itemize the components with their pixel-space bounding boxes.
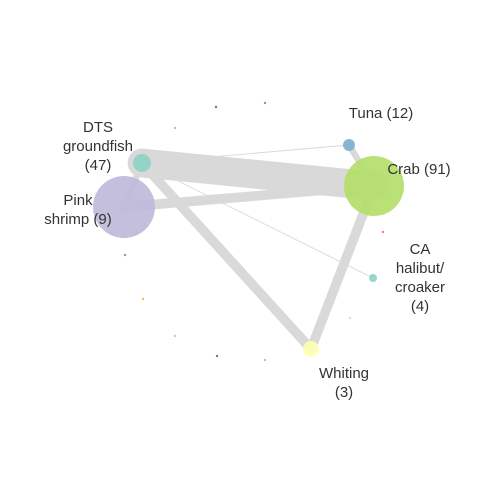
node-label-line: Pink — [63, 192, 93, 209]
node-label-line: halibut/ — [396, 260, 445, 277]
node-label-line: (47) — [85, 157, 112, 174]
edge-dts-crab — [127, 148, 389, 201]
minor-dot — [123, 253, 127, 257]
edge-dts-ca — [141, 162, 374, 279]
node-label-line: Crab (91) — [387, 161, 450, 178]
minor-dot — [214, 105, 218, 109]
node-label-crab: Crab (91) — [387, 161, 450, 178]
node-label-line: groundfish — [63, 138, 133, 155]
minor-dot — [173, 126, 177, 130]
node-tuna — [343, 139, 355, 151]
minor-dot — [215, 354, 219, 358]
node-label-line: DTS — [83, 119, 113, 136]
labels-layer: DTS groundfish (47) Pink shrimp (9) Tuna (12)… — [44, 105, 450, 401]
edge-dts-whiting — [137, 158, 316, 354]
node-crab — [344, 156, 404, 216]
minor-dots-layer — [123, 101, 385, 362]
node-label-line: shrimp (9) — [44, 211, 112, 228]
edge-pink-crab — [119, 181, 379, 212]
node-whiting — [303, 341, 319, 357]
node-label-line: Tuna (12) — [349, 105, 413, 122]
node-dts — [133, 154, 151, 172]
node-ca — [369, 274, 377, 282]
edge-dts-tuna — [141, 144, 350, 164]
edges-layer — [119, 141, 389, 354]
minor-dot — [173, 334, 177, 338]
minor-dot — [263, 358, 267, 362]
nodes-layer — [93, 139, 404, 357]
node-label-whiting: Whiting (3) — [319, 365, 369, 401]
minor-dot — [263, 101, 267, 105]
node-pink — [93, 176, 155, 238]
minor-dot — [381, 230, 385, 234]
node-label-pink: Pink shrimp (9) — [44, 192, 112, 228]
node-label-ca: CA halibut/croaker (4) — [395, 241, 445, 315]
node-label-line: (4) — [411, 298, 429, 315]
node-label-line: Whiting — [319, 365, 369, 382]
node-label-line: CA — [410, 241, 431, 258]
minor-dot — [141, 297, 145, 301]
node-label-dts: DTS groundfish (47) — [63, 119, 133, 174]
node-label-line: croaker — [395, 279, 445, 296]
minor-dot — [348, 316, 352, 320]
node-label-line: (3) — [335, 384, 353, 401]
node-label-tuna: Tuna (12) — [349, 105, 413, 122]
